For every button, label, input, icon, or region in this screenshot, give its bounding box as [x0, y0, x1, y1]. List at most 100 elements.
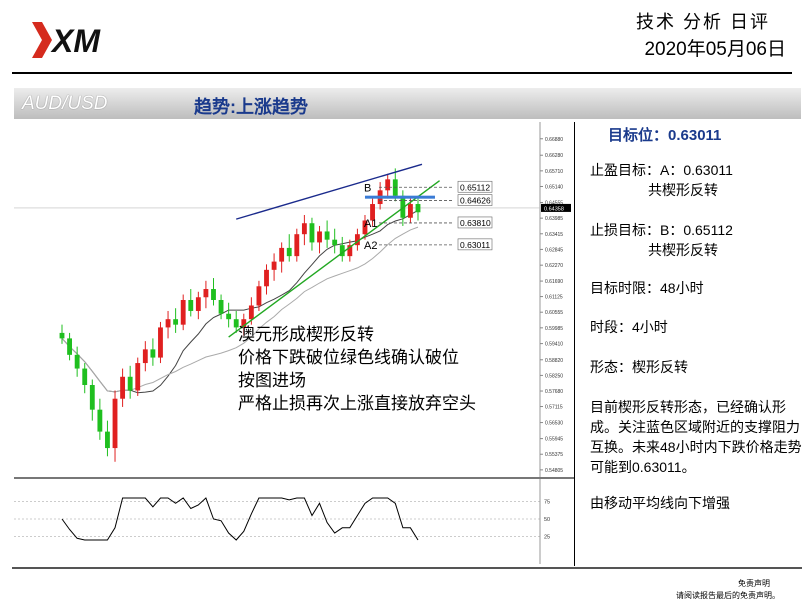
- y-tick-label: 0.58250: [545, 373, 563, 379]
- pair-banner: AUD/USD 趋势:上涨趋势: [14, 88, 801, 119]
- price-chart: 0.66880 0.66280 0.65710 0.65140 0.64555 0.639…: [14, 122, 574, 564]
- target-price: 目标位：0.63011: [608, 127, 722, 144]
- candle-body: [180, 300, 186, 325]
- pattern: 形态：楔形反转: [590, 359, 688, 375]
- annotation-line: 价格下跌破位绿色线确认破位: [238, 348, 459, 368]
- take-profit-line2: 共楔形反转: [648, 182, 718, 198]
- y-tick-label: 0.63415: [545, 232, 563, 238]
- candle-body: [362, 220, 368, 235]
- y-tick-label: 0.57680: [545, 389, 563, 395]
- annotation-line: 严格止损再次上涨直接放弃空头: [238, 394, 476, 414]
- level-value: 0.65112: [460, 182, 490, 192]
- y-tick-label: 0.60555: [545, 310, 563, 316]
- level-value: 0.63011: [460, 240, 490, 250]
- y-tick-label: 0.61690: [545, 279, 563, 285]
- candle-body: [59, 332, 65, 339]
- level-name: A1: [364, 218, 377, 230]
- y-tick-label: 0.55375: [545, 452, 563, 458]
- level-name: A2: [364, 240, 377, 252]
- candle-body: [415, 204, 421, 213]
- header-divider: [12, 72, 792, 74]
- candle-body: [271, 261, 277, 270]
- support-trendline: [228, 180, 440, 338]
- candle-body: [142, 349, 148, 364]
- report-date: 2020年05月06日: [644, 39, 786, 60]
- analysis-text: 目前楔形反转形态，已经确认形成。关注蓝色区域附近的支撑阻力互换。未来48小时内下…: [590, 399, 802, 475]
- oscillator-label: 50: [544, 517, 550, 523]
- timeframe: 时段：4小时: [590, 319, 668, 335]
- y-tick-label: 0.54805: [545, 468, 563, 474]
- candle-body: [264, 269, 269, 287]
- svg-text:XM: XM: [50, 23, 101, 59]
- candle-body: [347, 245, 353, 257]
- candle-body: [97, 409, 103, 432]
- y-tick-label: 0.62845: [545, 247, 563, 253]
- level-value: 0.63810: [460, 218, 491, 228]
- candle-body: [74, 354, 80, 369]
- candle-body: [226, 313, 232, 320]
- disclaimer-text: 请阅读报告最后的免责声明。: [676, 591, 780, 600]
- candle-body: [112, 398, 118, 449]
- y-tick-label: 0.64555: [545, 201, 563, 207]
- candle-body: [203, 289, 209, 298]
- candle-body: [67, 338, 72, 355]
- candle-body: [286, 247, 292, 257]
- candle-body: [218, 300, 224, 314]
- y-tick-label: 0.63985: [545, 216, 563, 222]
- annotation-line: 按图进场: [238, 371, 306, 391]
- candle-body: [135, 363, 141, 391]
- candle-body: [339, 245, 345, 257]
- candle-body: [301, 223, 307, 235]
- candle-body: [309, 223, 315, 243]
- candle-body: [211, 289, 216, 300]
- candle-body: [127, 376, 133, 391]
- y-tick-label: 0.61125: [545, 295, 563, 301]
- candle-body: [120, 376, 126, 399]
- candle-body: [158, 327, 163, 358]
- candle-body: [408, 204, 413, 218]
- y-tick-label: 0.57115: [545, 405, 563, 411]
- candle-body: [256, 286, 262, 306]
- ma-note: 由移动平均线向下增强: [590, 495, 730, 511]
- candle-body: [332, 239, 338, 246]
- candle-body: [150, 349, 156, 358]
- take-profit: 止盈目标：A：0.63011 共楔形反转: [590, 160, 802, 200]
- stop-loss-line1: 止损目标：B：0.65112: [590, 222, 733, 238]
- time-limit: 目标时限：48小时: [590, 280, 704, 296]
- oscillator-label: 25: [544, 535, 550, 541]
- candle-body: [105, 431, 110, 449]
- candle-body: [400, 195, 406, 218]
- take-profit-line1: 止盈目标：A：0.63011: [590, 162, 733, 178]
- level-name: B: [364, 182, 371, 194]
- trend-label: 趋势:上涨趋势: [194, 97, 308, 117]
- candle-body: [385, 179, 391, 191]
- candle-body: [165, 319, 171, 328]
- level-box: [457, 238, 493, 251]
- currency-pair: AUD/USD: [22, 93, 108, 114]
- candle-body: [279, 247, 285, 262]
- y-tick-label: 0.62270: [545, 263, 563, 269]
- y-tick-label: 0.66880: [545, 137, 563, 143]
- candle-body: [233, 319, 239, 328]
- candle-body: [82, 368, 88, 385]
- candle-body: [188, 300, 194, 311]
- footer-divider: [12, 567, 802, 569]
- candle-body: [317, 231, 322, 243]
- current-price-label: 0.64358: [544, 206, 564, 212]
- stop-loss-line2: 共楔形反转: [648, 242, 718, 258]
- candle-body: [241, 319, 247, 328]
- oscillator-label: 75: [544, 500, 550, 506]
- disclaimer-title: 免责声明: [738, 579, 770, 588]
- panel-divider: [574, 122, 575, 566]
- y-tick-label: 0.58820: [545, 358, 563, 364]
- y-tick-label: 0.65140: [545, 184, 563, 190]
- level-box: [457, 216, 493, 229]
- y-tick-label: 0.59985: [545, 326, 563, 332]
- candle-body: [324, 231, 330, 240]
- candle-body: [294, 234, 300, 257]
- y-tick-label: 0.55945: [545, 437, 563, 443]
- level-box: [457, 180, 493, 193]
- candle-body: [248, 305, 254, 320]
- report-title: 技术 分析 日评: [635, 12, 770, 32]
- candle-body: [89, 385, 95, 410]
